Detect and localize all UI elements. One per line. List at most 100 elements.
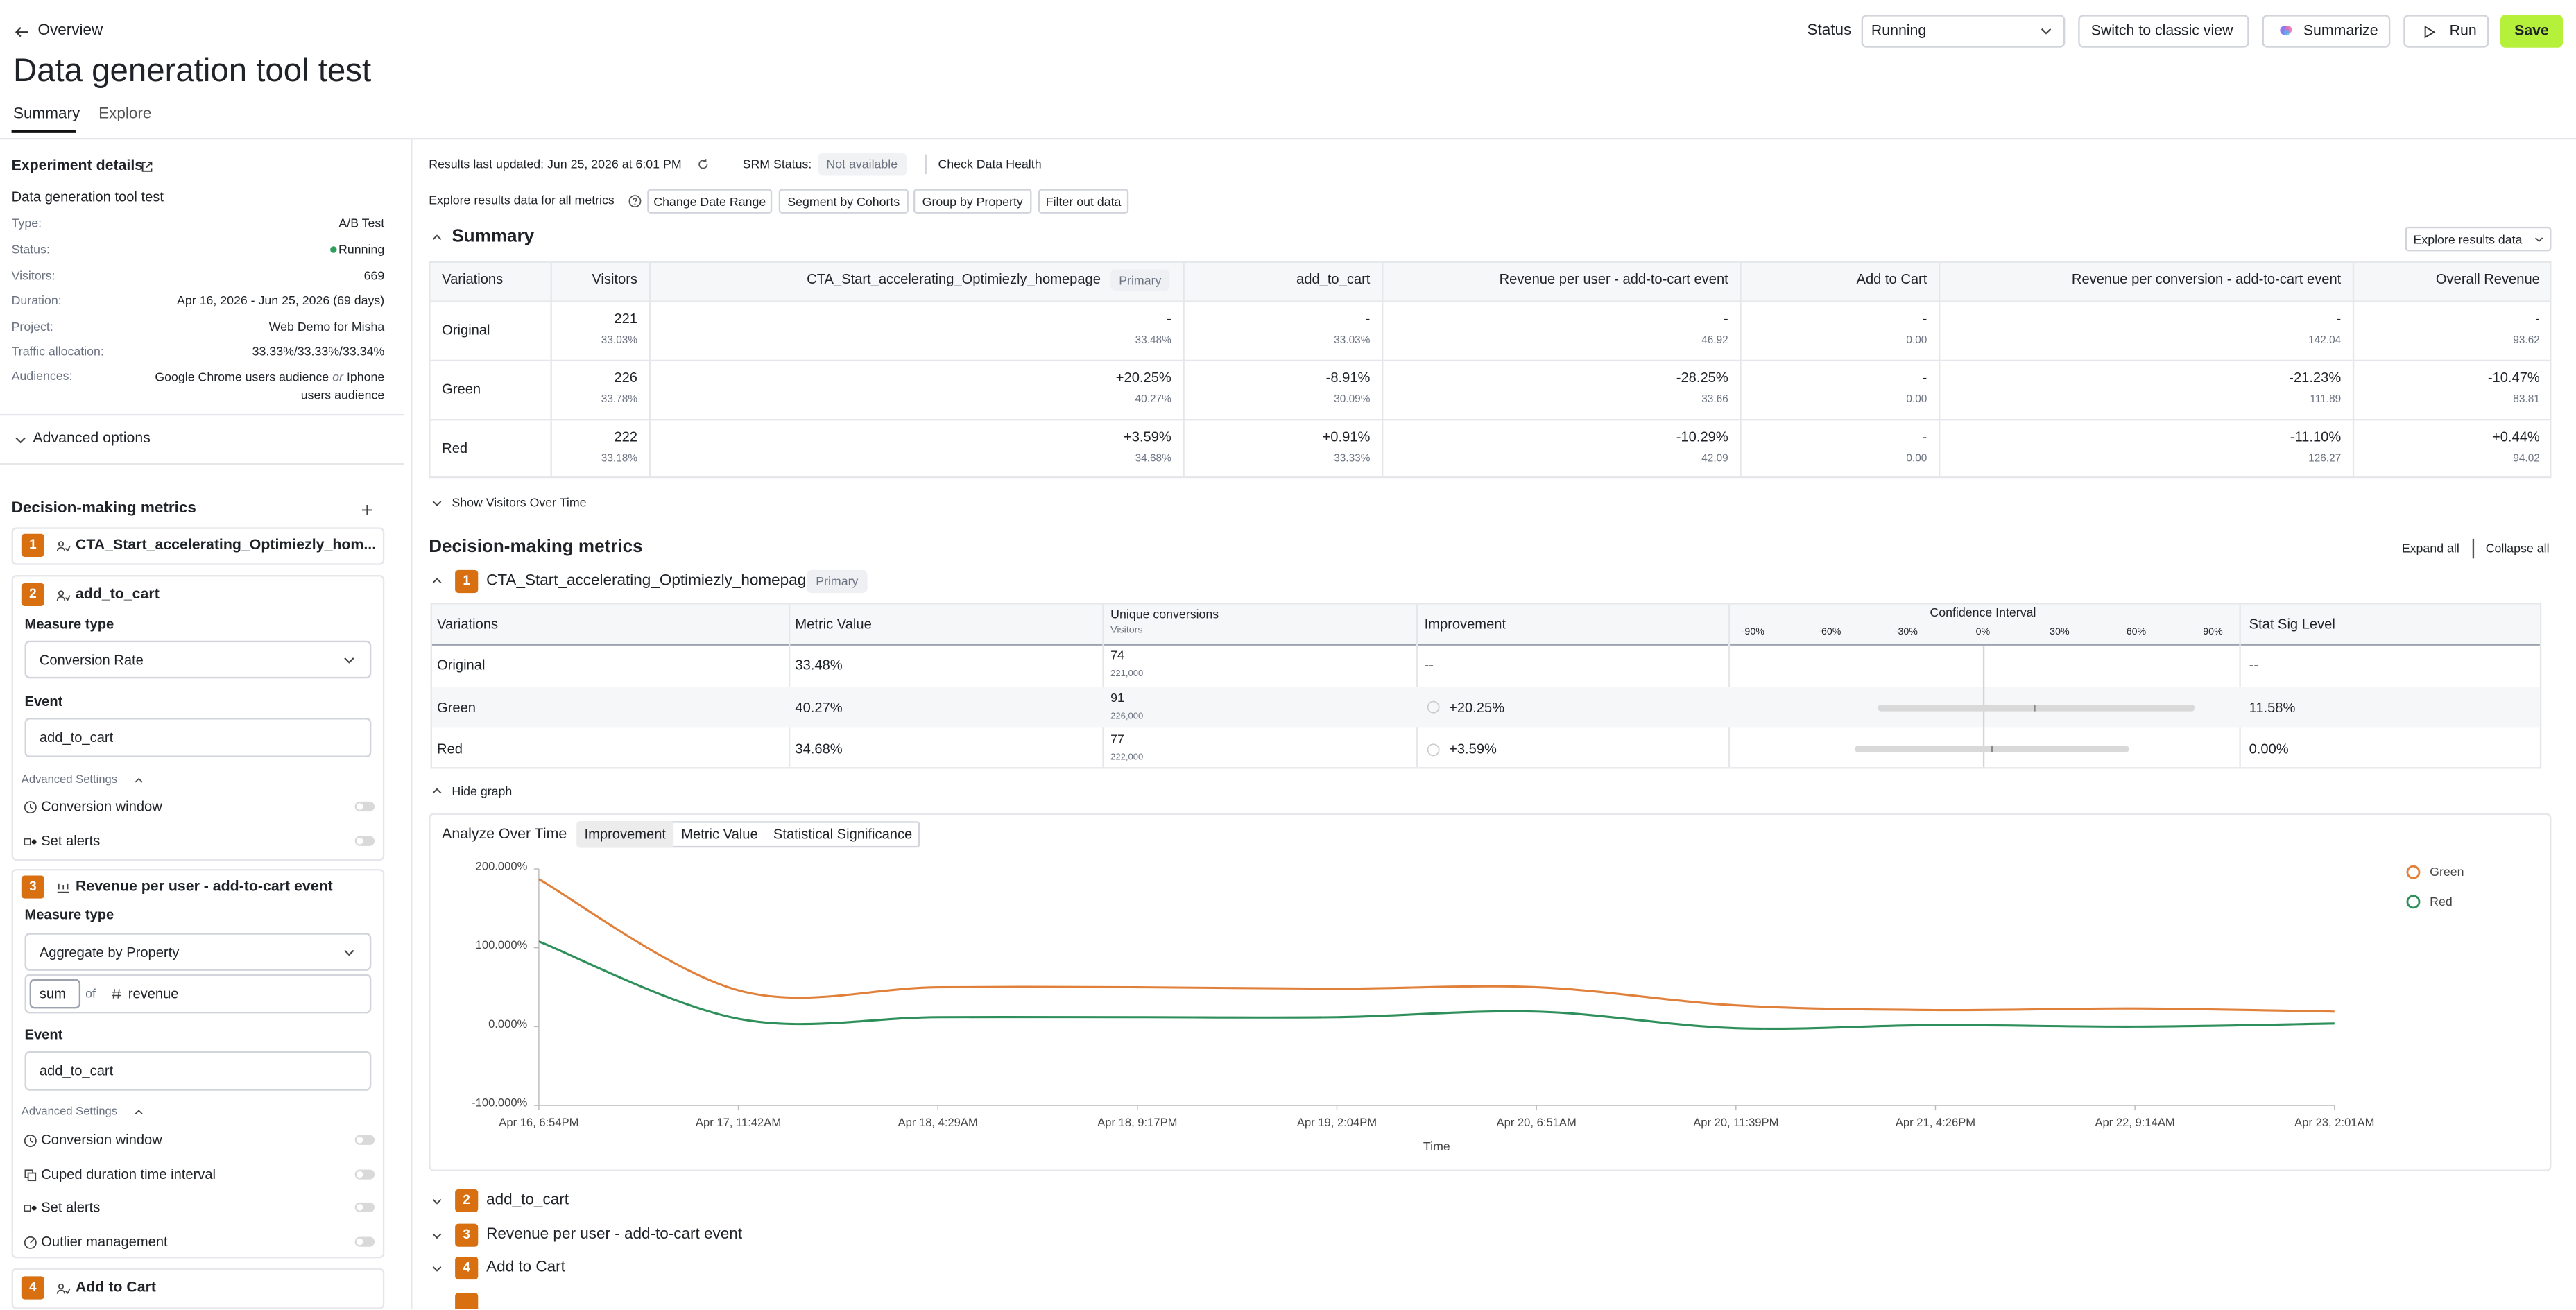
icon-part [628, 194, 641, 207]
column-header: Confidence Interval [1930, 605, 2036, 620]
select[interactable] [24, 933, 372, 971]
button-text[interactable]: Switch to classic view [2090, 21, 2233, 39]
select[interactable] [24, 640, 372, 679]
input[interactable] [24, 718, 372, 757]
button-text[interactable]: Run [2449, 21, 2477, 39]
improvement: +3.59% [1449, 740, 1497, 757]
advanced-options[interactable]: Advanced options [33, 429, 151, 446]
cell-subvalue: 126.27 [2308, 453, 2342, 465]
collapse-all[interactable]: Collapse all [2485, 541, 2550, 556]
tab[interactable]: Summary [12, 105, 80, 123]
icon-part [23, 837, 31, 845]
icon-part [23, 1235, 36, 1248]
icon-part [14, 26, 28, 37]
status-dot [330, 246, 337, 253]
save-button[interactable] [2500, 15, 2564, 48]
toggle-knob [356, 1204, 363, 1211]
icon-part [57, 1282, 63, 1289]
variation-name: Green [442, 380, 481, 397]
action-button[interactable] [1038, 189, 1129, 214]
select-value[interactable]: Aggregate by Property [39, 944, 180, 960]
button[interactable] [2403, 15, 2489, 48]
tab[interactable]: Explore [98, 105, 152, 123]
field-label: Traffic allocation: [11, 343, 104, 359]
metric-name[interactable]: add_to_cart [486, 1191, 569, 1209]
button-text[interactable]: Summarize [2303, 21, 2378, 39]
expand-all[interactable]: Expand all [2401, 541, 2459, 556]
metric-card [11, 575, 385, 861]
icon-part [432, 501, 442, 506]
action-button[interactable] [913, 189, 1032, 214]
toggle-knob [356, 1137, 363, 1144]
ci-tick-label: 30% [2050, 628, 2070, 638]
setting-name: Set alerts [41, 1198, 101, 1216]
cell-subvalue: 34.68% [1135, 453, 1171, 465]
cell-value: - [2535, 309, 2540, 327]
variation-name: Red [442, 440, 468, 456]
cell-value: +0.44% [2491, 428, 2540, 445]
icon [55, 540, 70, 551]
aggregate-property: revenue [128, 985, 179, 1002]
number-badge [455, 569, 479, 594]
action-text[interactable]: Change Date Range [653, 193, 766, 209]
x-tick-label: Apr 20, 11:39PM [1693, 1118, 1779, 1130]
back-link[interactable]: Overview [37, 21, 103, 40]
metric-value: 34.68% [795, 740, 843, 757]
field-label: Measure type [24, 906, 114, 923]
input[interactable] [24, 1051, 372, 1091]
field-label: Audiences: [11, 368, 73, 383]
toggle-link[interactable]: Hide graph [452, 784, 513, 799]
action-text[interactable]: Group by Property [922, 193, 1023, 209]
cell-value: +0.91% [1322, 428, 1371, 445]
icon-part [2534, 236, 2543, 241]
action-button[interactable] [647, 189, 773, 214]
select-value[interactable]: Conversion Rate [39, 651, 144, 669]
button[interactable] [2078, 15, 2249, 48]
icon [55, 589, 70, 601]
icon-part [29, 1236, 35, 1243]
toggle-link[interactable]: Show Visitors Over Time [452, 494, 587, 510]
button[interactable] [2405, 226, 2552, 252]
aggregate-box [24, 974, 372, 1014]
input-value[interactable]: add_to_cart [39, 728, 114, 746]
number-badge [21, 875, 44, 899]
aggregate-input[interactable] [29, 979, 81, 1009]
icon [56, 882, 69, 893]
status-select[interactable] [1861, 15, 2066, 48]
field-value: Running [338, 241, 385, 257]
input-value[interactable]: add_to_cart [39, 1062, 114, 1079]
button-text[interactable]: Explore results data [2413, 231, 2523, 246]
column-divider [1740, 262, 1742, 476]
check-link[interactable]: Check Data Health [938, 156, 1042, 172]
icon-part [134, 777, 142, 782]
action-text[interactable]: Filter out data [1045, 193, 1122, 209]
button-text[interactable]: Save [2514, 21, 2549, 39]
icon [343, 656, 354, 663]
cell-value: -10.47% [2487, 369, 2540, 386]
metric-name: CTA_Start_accelerating_Optimiezly_homepa… [486, 571, 815, 590]
cell-subvalue: 111.89 [2310, 394, 2342, 406]
action-text[interactable]: Segment by Cohorts [787, 193, 900, 209]
button[interactable] [2262, 15, 2391, 48]
metric-name[interactable]: Add to Cart [486, 1258, 565, 1277]
legend-marker [2406, 895, 2421, 909]
number-badge [21, 1276, 44, 1300]
icon-part [55, 1287, 70, 1293]
metric-name: CTA_Start_accelerating_Optimiezly_hom... [75, 536, 377, 553]
action-button[interactable] [778, 189, 909, 214]
status-value[interactable]: Running [1871, 21, 1927, 39]
field-label: Duration: [11, 293, 62, 308]
metric-name[interactable]: Revenue per user - add-to-cart event [486, 1224, 743, 1243]
cell-subvalue: 33.78% [601, 394, 638, 406]
chart-tab[interactable]: Statistical Significance [773, 825, 913, 843]
chart-tab[interactable]: Improvement [584, 825, 667, 843]
field-label: Status: [11, 241, 50, 257]
srm-label: SRM Status: [742, 156, 812, 172]
table-header [430, 262, 2550, 301]
chart-tab[interactable]: Metric Value [681, 825, 758, 843]
field-value: Google Chrome users audience or Iphone u… [121, 368, 384, 404]
icon-part [432, 234, 442, 241]
sidebar-border [411, 139, 413, 1309]
field-value: A/B Test [338, 216, 385, 231]
